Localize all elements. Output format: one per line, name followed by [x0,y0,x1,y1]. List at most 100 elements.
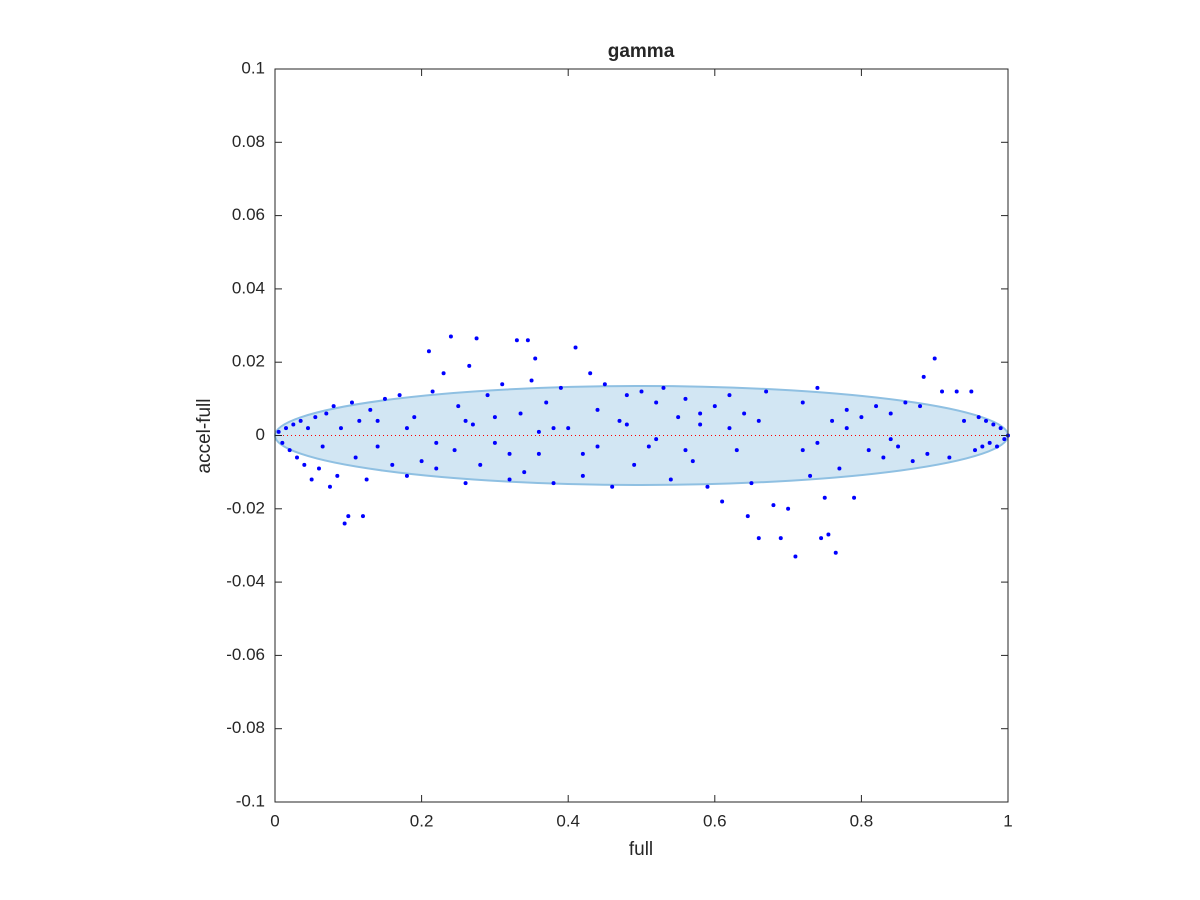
point [448,334,453,339]
point [342,521,347,526]
point [826,532,831,537]
y-tick-label: 0.1 [241,58,265,77]
point [558,385,563,390]
point [291,422,296,427]
point [1002,437,1007,442]
point [833,550,838,555]
chart-title: gamma [608,41,675,62]
x-tick-label: 0.8 [850,811,874,830]
point [734,448,739,453]
point [478,462,483,467]
point [918,404,923,409]
point [335,473,340,478]
point [602,382,607,387]
point [452,448,457,453]
point [463,481,468,486]
point [588,371,593,376]
point [995,444,1000,449]
y-tick-label: 0.04 [232,278,265,297]
point [676,415,681,420]
point [786,506,791,511]
point [896,444,901,449]
point [921,374,926,379]
point [595,407,600,412]
point [375,418,380,423]
point [294,455,299,460]
point [980,444,985,449]
point [859,415,864,420]
point [441,371,446,376]
point [947,455,952,460]
point [705,484,710,489]
point [866,448,871,453]
point [654,437,659,442]
point [661,385,666,390]
point [819,536,824,541]
point [426,349,431,354]
point [357,418,362,423]
point [756,536,761,541]
point [991,422,996,427]
point [507,477,512,482]
point [617,418,622,423]
point [745,514,750,519]
point [720,499,725,504]
point [771,503,776,508]
point [397,393,402,398]
point [382,396,387,401]
point [375,444,380,449]
y-tick-label: -0.02 [226,498,265,517]
point [302,462,307,467]
point [360,514,365,519]
point [962,418,967,423]
point [756,418,761,423]
point [533,356,538,361]
point [492,440,497,445]
point [492,415,497,420]
point [298,418,303,423]
point [346,514,351,519]
point [987,440,992,445]
point [808,473,813,478]
y-tick-label: 0.06 [232,205,265,224]
point [742,411,747,416]
point [390,462,395,467]
point [698,422,703,427]
point [624,393,629,398]
point [412,415,417,420]
point [456,404,461,409]
point [353,455,358,460]
point [287,448,292,453]
point [349,400,354,405]
point [419,459,424,464]
point [404,426,409,431]
point [536,429,541,434]
point [624,422,629,427]
point [463,418,468,423]
point [580,473,585,478]
point [976,415,981,420]
point [500,382,505,387]
y-tick-label: 0.02 [232,352,265,371]
point [815,440,820,445]
point [998,426,1003,431]
point [525,338,530,343]
x-axis-label: full [629,839,653,860]
point [954,389,959,394]
x-tick-label: 0.6 [703,811,727,830]
ellipse [274,385,1009,486]
point [822,495,827,500]
point [690,459,695,464]
point [815,385,820,390]
point [529,378,534,383]
point [305,426,310,431]
point [536,451,541,456]
point [683,448,688,453]
x-tick-label: 0 [270,811,279,830]
point [888,411,893,416]
point [712,404,717,409]
point [940,389,945,394]
point [984,418,989,423]
x-tick-label: 0.4 [556,811,580,830]
point [324,411,329,416]
